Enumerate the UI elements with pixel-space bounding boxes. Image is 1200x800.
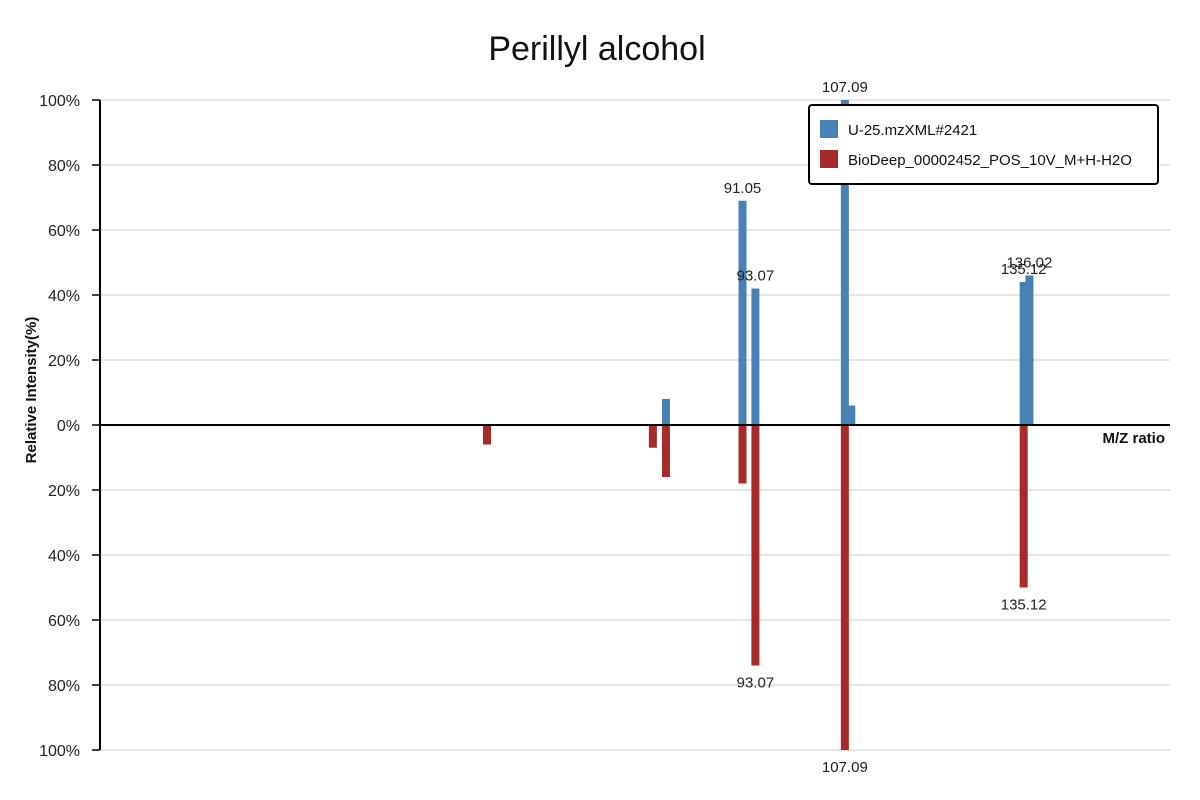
reference-peak-bar [661, 425, 670, 477]
query-peak-bar [1019, 282, 1028, 425]
query-peak-bar [840, 100, 849, 425]
reference-peak-bar [648, 425, 657, 448]
chart-title: Perillyl alcohol [488, 30, 705, 68]
peak-label: 135.12 [1001, 597, 1047, 614]
y-tick-label: 80% [48, 678, 80, 695]
x-axis-title: M/Z ratio [1103, 430, 1166, 447]
reference-peak-bar [840, 425, 849, 750]
legend-label-biodeep: BioDeep_00002452_POS_10V_M+H-H2O [848, 152, 1132, 169]
peak-label: 93.07 [737, 675, 775, 692]
peak-label: 135.12 [1001, 261, 1047, 278]
peak-label: 107.09 [822, 79, 868, 96]
legend-box [808, 104, 1159, 185]
reference-peak-bar [483, 425, 491, 445]
y-axis-title: Relative Intensity(%) [23, 317, 40, 464]
y-tick-label: 80% [48, 158, 80, 175]
peak-label: 93.07 [737, 268, 775, 285]
y-tick-label: 40% [48, 288, 80, 305]
query-peak-bar [661, 399, 670, 425]
peak-label: 136.02 [1006, 255, 1052, 272]
bars-group [483, 100, 1034, 750]
legend-label-u25: U-25.mzXML#2421 [848, 122, 977, 139]
y-tick-label: 60% [48, 613, 80, 630]
reference-peak-bar [1019, 425, 1028, 588]
y-tick-labels: 100% 80% 60% 40% 20% 0% 20% 40% 60% 80% 100% [39, 93, 80, 760]
y-tick-label: 100% [39, 743, 80, 760]
axes [99, 100, 1170, 750]
query-peak-bar [738, 200, 747, 425]
peak-labels: 91.0593.07107.09135.12136.0293.07107.091… [724, 79, 1053, 776]
reference-peak-bar [738, 425, 747, 484]
query-peak-bar [751, 288, 760, 425]
y-tick-label: 20% [48, 353, 80, 370]
query-peak-bar [1025, 275, 1034, 425]
reference-peak-bar [751, 425, 760, 666]
query-peak-bar [847, 405, 856, 425]
y-tick-label: 60% [48, 223, 80, 240]
y-tick-label: 100% [39, 93, 80, 110]
peak-label: 91.05 [724, 180, 762, 197]
y-tick-label: 0% [57, 418, 80, 435]
peak-label: 107.09 [822, 759, 868, 776]
y-tick-label: 40% [48, 548, 80, 565]
legend: U-25.mzXML#2421 BioDeep_00002452_POS_10V… [808, 104, 1159, 185]
legend-swatch-biodeep [820, 150, 838, 168]
y-tick-label: 20% [48, 483, 80, 500]
legend-swatch-u25 [820, 120, 838, 138]
